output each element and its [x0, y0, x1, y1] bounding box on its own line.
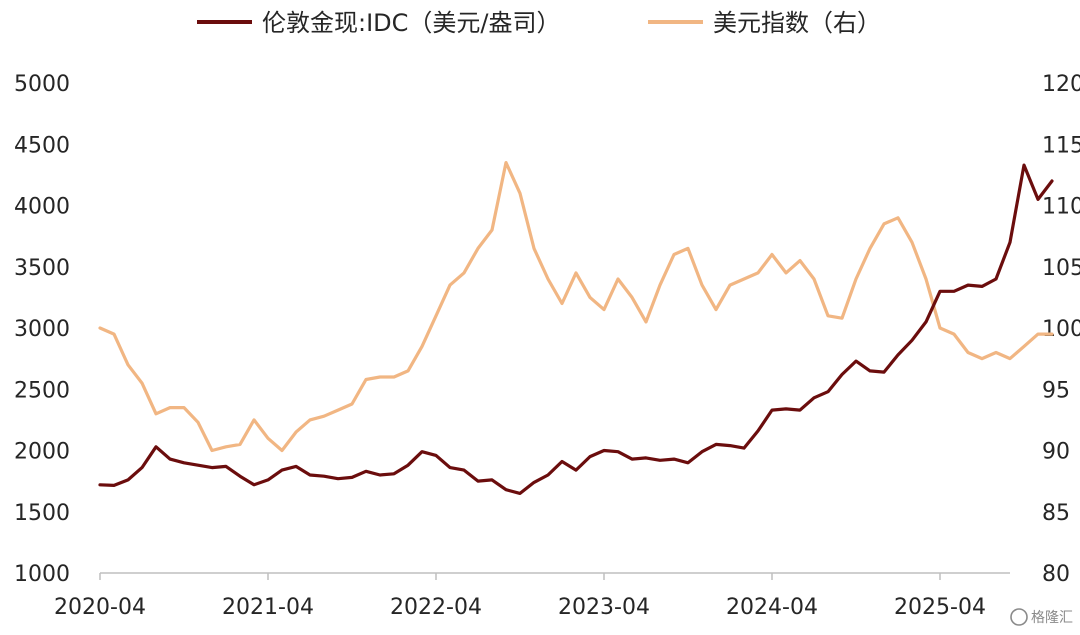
- left-tick-label: 1000: [14, 562, 70, 587]
- left-tick-label: 3500: [14, 256, 70, 281]
- x-tick-label: 2021-04: [222, 595, 314, 620]
- right-tick-label: 80: [1042, 562, 1070, 587]
- series-line-gold: [98, 163, 1054, 495]
- left-tick-label: 5000: [14, 72, 70, 97]
- right-tick-label: 105: [1042, 256, 1080, 281]
- series-line-dxy: [98, 161, 1054, 453]
- right-tick-label: 110: [1042, 195, 1080, 220]
- watermark-text: 格隆汇: [1031, 610, 1073, 626]
- watermark-g-icon: [1010, 608, 1028, 626]
- left-tick-label: 4500: [14, 133, 70, 158]
- left-tick-label: 1500: [14, 501, 70, 526]
- x-tick-label: 2020-04: [54, 595, 146, 620]
- left-tick-label: 2500: [14, 378, 70, 403]
- left-axis-ticks: 1000 1500 2000 2500 3000 3500 4000 4500 5000: [14, 72, 70, 587]
- right-tick-label: 85: [1042, 501, 1070, 526]
- x-tick-label: 2022-04: [390, 595, 482, 620]
- left-tick-label: 4000: [14, 195, 70, 220]
- x-tick-label: 2023-04: [558, 595, 650, 620]
- right-tick-label: 120: [1042, 72, 1080, 97]
- right-tick-label: 90: [1042, 440, 1070, 465]
- right-tick-label: 100: [1042, 317, 1080, 342]
- legend: 伦敦金现:IDC（美元/盎司） 美元指数（右）: [197, 9, 881, 37]
- x-axis-ticks: 2020-04 2021-04 2022-04 2023-04 2024-04 2025-…: [54, 573, 986, 620]
- legend-label-gold: 伦敦金现:IDC（美元/盎司）: [262, 9, 561, 37]
- x-tick-label: 2025-04: [894, 595, 986, 620]
- legend-label-dxy: 美元指数（右）: [713, 9, 881, 37]
- left-tick-label: 3000: [14, 317, 70, 342]
- right-tick-label: 95: [1042, 378, 1070, 403]
- watermark: 格隆汇: [1010, 608, 1073, 626]
- right-tick-label: 115: [1042, 133, 1080, 158]
- series-layer: [98, 161, 1054, 495]
- x-tick-label: 2024-04: [726, 595, 818, 620]
- left-tick-label: 2000: [14, 440, 70, 465]
- right-axis-ticks: 80 85 90 95 100 105 110 115 120: [1042, 72, 1080, 587]
